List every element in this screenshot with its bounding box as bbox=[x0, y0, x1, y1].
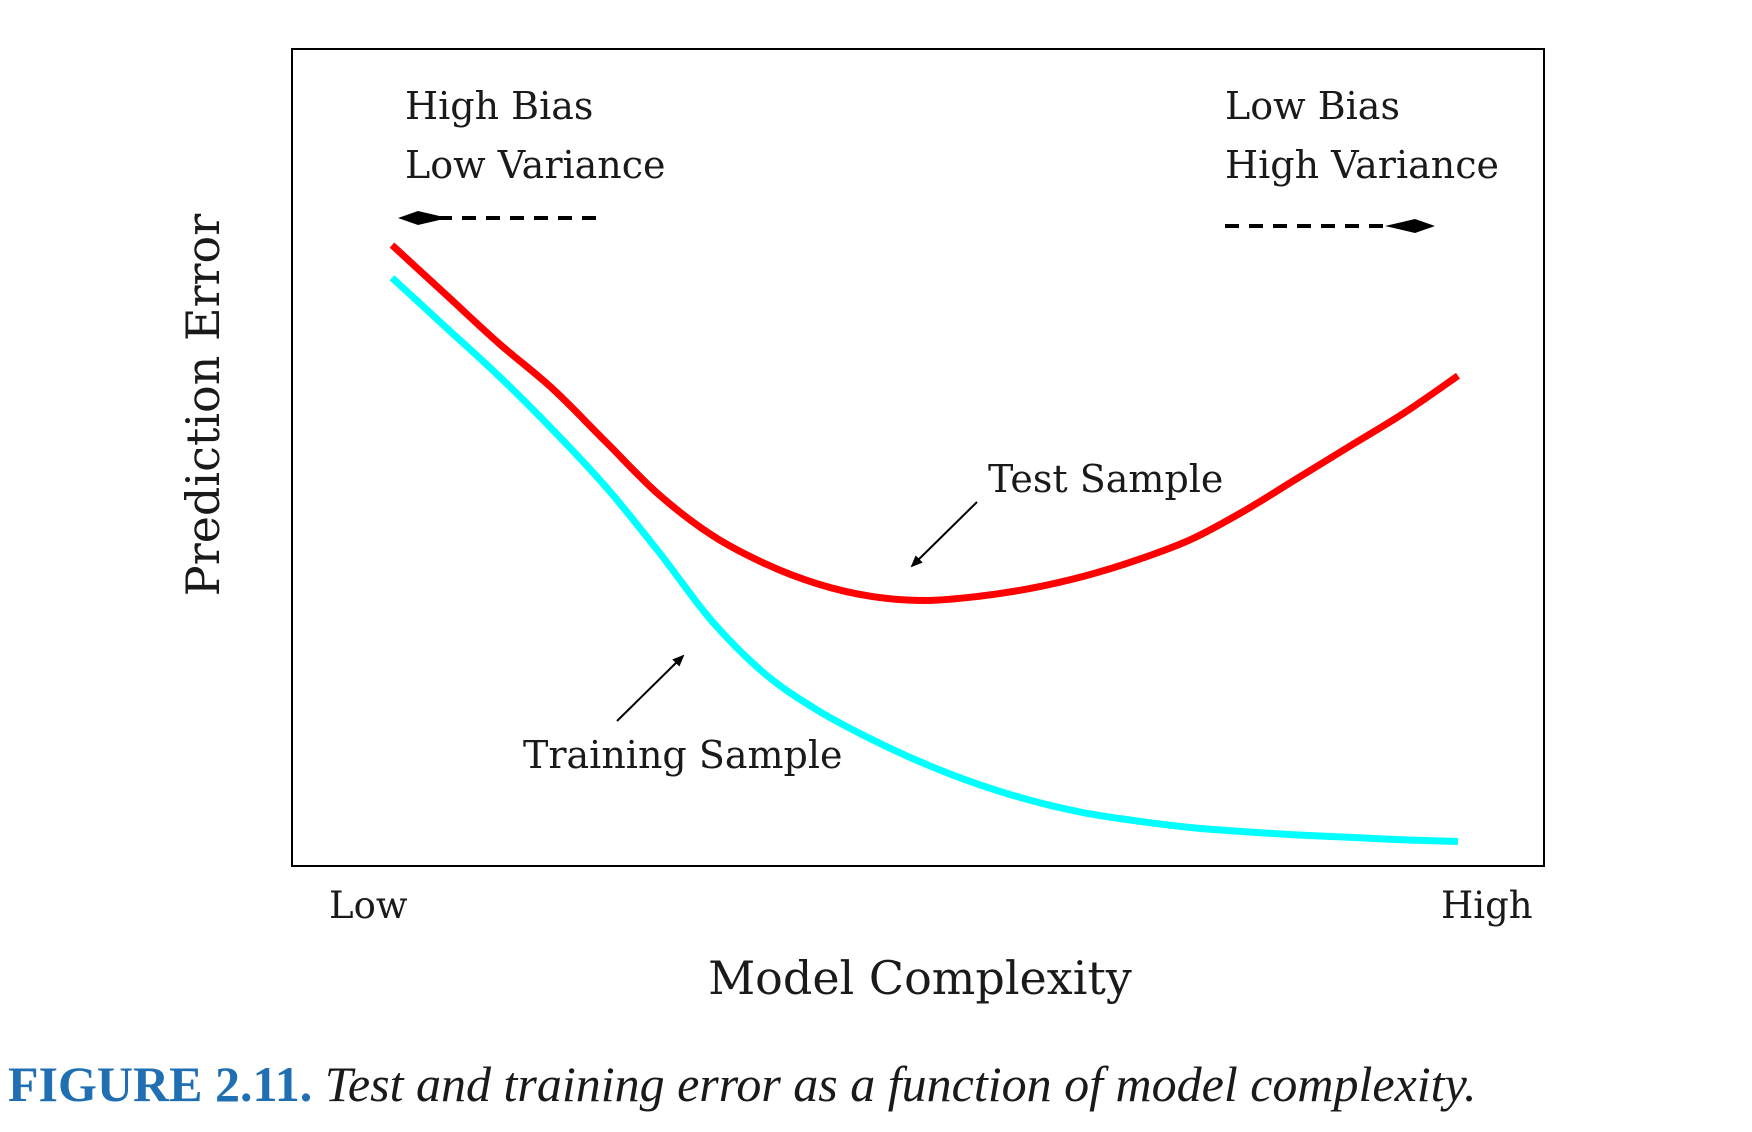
training-sample-pointer bbox=[616, 654, 685, 722]
series-layer bbox=[389, 242, 1460, 845]
series-line-test-sample bbox=[389, 242, 1460, 604]
figure-number: FIGURE 2.11. bbox=[8, 1056, 313, 1112]
y-axis-title: Prediction Error bbox=[176, 214, 230, 596]
test-sample-label: Test Sample bbox=[988, 457, 1223, 501]
test-sample-pointer bbox=[910, 501, 978, 568]
annotation-low-variance: Low Variance bbox=[405, 143, 666, 187]
figure-caption: FIGURE 2.11. Test and training error as … bbox=[8, 1055, 1748, 1113]
x-axis-title: Model Complexity bbox=[708, 951, 1132, 1005]
training-sample-label: Training Sample bbox=[523, 733, 843, 777]
series-line-training-sample bbox=[389, 275, 1459, 845]
caption-text: Test and training error as a function of… bbox=[324, 1056, 1477, 1112]
right-direction-arrow bbox=[1225, 219, 1435, 233]
annotation-high-variance: High Variance bbox=[1225, 143, 1499, 187]
x-tick-high: High bbox=[1441, 884, 1533, 927]
annotation-low-bias: Low Bias bbox=[1225, 84, 1400, 128]
annotation-high-bias: High Bias bbox=[405, 84, 593, 128]
x-tick-low: Low bbox=[329, 884, 408, 927]
plot-frame bbox=[291, 48, 1545, 867]
left-direction-arrow bbox=[398, 211, 596, 225]
